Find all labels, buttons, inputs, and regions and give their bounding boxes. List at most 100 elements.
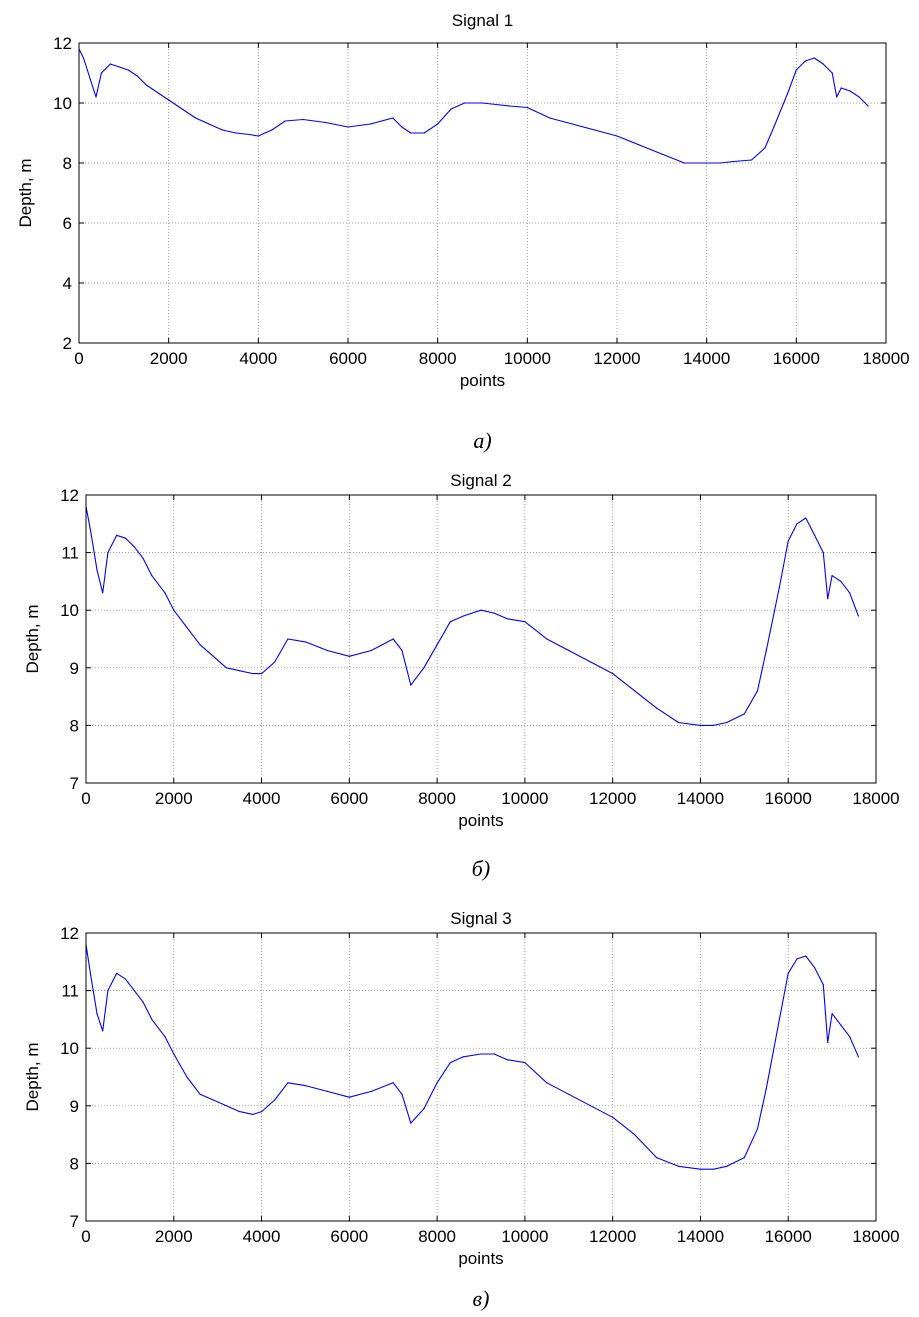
data-point bbox=[524, 621, 526, 623]
data-point bbox=[677, 1165, 680, 1167]
data-point bbox=[127, 69, 129, 71]
data-point bbox=[151, 1018, 153, 1021]
x-tick-label: 18000 bbox=[852, 789, 899, 808]
data-point bbox=[164, 592, 166, 594]
data-point bbox=[326, 1090, 328, 1092]
data-point bbox=[706, 162, 708, 164]
data-point bbox=[274, 661, 276, 663]
data-point bbox=[804, 60, 806, 62]
data-point bbox=[248, 133, 250, 136]
x-tick-label: 18000 bbox=[852, 1227, 899, 1246]
data-point bbox=[102, 592, 104, 594]
data-point bbox=[813, 534, 816, 536]
data-point bbox=[96, 1013, 98, 1015]
data-point bbox=[677, 721, 680, 724]
data-point bbox=[133, 546, 135, 548]
x-tick-label: 0 bbox=[74, 349, 83, 368]
data-point bbox=[449, 621, 451, 623]
data-point bbox=[590, 1105, 592, 1107]
data-point bbox=[369, 123, 372, 125]
plot-area bbox=[86, 495, 876, 783]
data-point bbox=[116, 534, 118, 536]
data-point bbox=[571, 123, 573, 125]
y-tick-label: 10 bbox=[60, 1039, 79, 1058]
x-tick-label: 10000 bbox=[501, 789, 548, 808]
data-point bbox=[655, 1157, 658, 1159]
subfigure-caption: a) bbox=[473, 428, 491, 453]
data-point bbox=[699, 1168, 702, 1170]
chart-title: Signal 2 bbox=[450, 471, 511, 490]
data-point bbox=[194, 117, 197, 119]
plot-area bbox=[79, 43, 886, 343]
x-tick-label: 6000 bbox=[330, 789, 368, 808]
data-point bbox=[145, 84, 147, 86]
data-point bbox=[124, 537, 127, 539]
data-point bbox=[756, 1128, 759, 1130]
x-tick-label: 16000 bbox=[765, 789, 812, 808]
data-point bbox=[506, 618, 508, 620]
data-point bbox=[348, 655, 350, 657]
data-point bbox=[840, 580, 842, 583]
data-point bbox=[493, 1053, 495, 1055]
x-tick-label: 12000 bbox=[589, 789, 636, 808]
data-point bbox=[867, 105, 869, 107]
data-point bbox=[324, 121, 327, 124]
data-point bbox=[822, 63, 824, 65]
data-point bbox=[524, 1062, 526, 1064]
y-tick-label: 10 bbox=[60, 601, 79, 620]
data-point bbox=[89, 972, 91, 974]
data-point bbox=[208, 123, 210, 125]
y-tick-label: 8 bbox=[63, 154, 72, 173]
data-point bbox=[732, 160, 735, 163]
data-point bbox=[212, 1099, 214, 1101]
data-point bbox=[857, 615, 860, 617]
data-point bbox=[765, 649, 767, 652]
data-point bbox=[221, 129, 224, 131]
data-point bbox=[260, 1110, 263, 1113]
data-point bbox=[568, 649, 570, 652]
axes-box bbox=[78, 42, 887, 344]
data-point bbox=[347, 126, 349, 128]
data-point bbox=[401, 1093, 403, 1095]
data-point bbox=[778, 586, 781, 588]
data-point bbox=[102, 1030, 104, 1032]
data-point bbox=[252, 672, 254, 675]
data-point bbox=[168, 99, 170, 101]
series-line bbox=[78, 48, 869, 164]
data-point bbox=[831, 1013, 833, 1015]
data-point bbox=[612, 1116, 614, 1118]
data-point bbox=[257, 135, 259, 137]
data-point bbox=[813, 966, 816, 969]
data-point bbox=[287, 638, 289, 640]
data-point bbox=[449, 1062, 451, 1064]
y-tick-label: 12 bbox=[60, 486, 79, 505]
data-point bbox=[699, 724, 702, 727]
y-axis-label: Depth, m bbox=[16, 159, 35, 228]
data-point bbox=[225, 1105, 228, 1107]
data-point bbox=[304, 1085, 307, 1087]
x-tick-label: 4000 bbox=[243, 1227, 281, 1246]
data-point bbox=[612, 672, 614, 675]
series-line bbox=[85, 944, 859, 1170]
data-point bbox=[326, 649, 328, 652]
data-point bbox=[634, 690, 636, 692]
data-point bbox=[370, 649, 372, 652]
data-point bbox=[480, 1053, 482, 1055]
data-point bbox=[107, 990, 109, 992]
x-axis-label: points bbox=[458, 1249, 503, 1268]
y-tick-label: 9 bbox=[70, 1097, 79, 1116]
data-point bbox=[743, 713, 745, 715]
data-point bbox=[743, 1157, 745, 1159]
chart-title: Signal 1 bbox=[452, 11, 513, 30]
data-point bbox=[450, 108, 452, 110]
y-tick-label: 11 bbox=[61, 544, 79, 563]
data-point bbox=[287, 1082, 289, 1084]
data-point bbox=[348, 1096, 350, 1098]
y-tick-label: 9 bbox=[70, 659, 79, 678]
x-tick-label: 10000 bbox=[504, 349, 551, 368]
data-point bbox=[159, 93, 161, 95]
data-point bbox=[124, 978, 127, 980]
y-axis-label: Depth, m bbox=[23, 1043, 42, 1112]
x-tick-label: 14000 bbox=[683, 349, 730, 368]
